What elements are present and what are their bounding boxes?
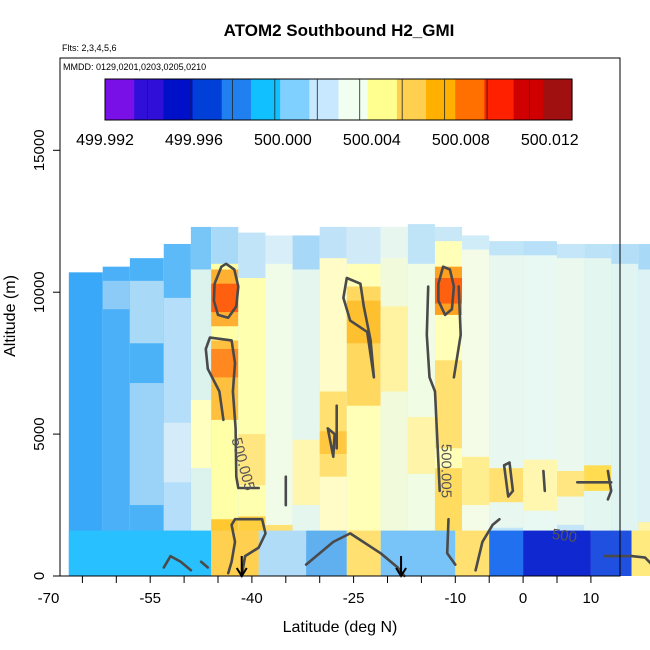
contour-line-13 [452, 285, 462, 379]
data-cell-7-0 [265, 263, 293, 554]
colorbar-tick-label-1: 499.996 [165, 132, 223, 149]
contour-line-2 [206, 367, 225, 422]
bottom-cell-10 [631, 530, 650, 576]
data-column-1 [102, 266, 130, 576]
colorbar-tick-label-4: 500.008 [432, 132, 490, 149]
colorbar-swatch-14 [513, 79, 544, 120]
bottom-cell-9 [590, 530, 632, 576]
data-cell-13-2 [434, 360, 463, 449]
data-cell-2-0 [129, 383, 164, 506]
x-tick-label-4: -10 [444, 590, 466, 607]
bottom-cell-2 [258, 530, 307, 576]
data-cell-17-1 [557, 470, 585, 497]
colorbar-swatch-15 [542, 79, 573, 120]
contour-line-12 [425, 285, 441, 493]
colorbar-tick-label-2: 500.000 [254, 132, 312, 149]
colorbar-swatch-2 [163, 79, 194, 120]
contour-line-6 [199, 560, 210, 569]
y-axis-label: Altitude (m) [2, 275, 19, 357]
x-tick-label-0: -70 [38, 590, 60, 607]
contour-line-7 [342, 276, 376, 379]
axes: -70-55-40-25-100102030405060708005000100… [31, 129, 600, 607]
data-cell-4-1 [190, 400, 212, 469]
data-cell-18-1 [584, 465, 612, 491]
data-cell-12-0 [407, 263, 435, 542]
data-cell-12-1 [407, 417, 435, 474]
colorbar-swatch-0 [105, 79, 135, 120]
data-cell-1-0 [102, 280, 130, 310]
flights-label: Flts: 2,3,4,5,6 [62, 43, 117, 53]
data-cell-8-1 [292, 439, 320, 506]
data-cell-14-1 [462, 456, 490, 506]
contour-line-1 [204, 336, 260, 490]
contour-line-17 [542, 469, 547, 493]
data-cell-3-1 [163, 422, 191, 483]
colorbar-swatch-7 [309, 79, 340, 120]
contour-line-15 [474, 517, 501, 572]
data-cell-16-1 [523, 459, 557, 511]
y-tick-label-1: 5000 [31, 417, 48, 450]
colorbar-swatch-10 [396, 79, 427, 120]
colorbar-swatch-1 [134, 79, 164, 120]
colorbar-swatch-3 [192, 79, 223, 120]
bottom-cell-7 [489, 530, 524, 576]
contour-label-1: 500.005 [438, 444, 455, 498]
y-tick-label-2: 10000 [31, 271, 48, 313]
contour-line-9 [326, 427, 336, 459]
contour-line-16 [502, 461, 515, 498]
colorbar-swatch-6 [280, 79, 310, 120]
data-cell-2-1 [129, 280, 164, 344]
colorbar-swatch-11 [426, 79, 456, 120]
data-cell-11-0 [380, 258, 408, 537]
colorbar-swatch-8 [338, 79, 369, 120]
data-cell-3-0 [163, 297, 191, 542]
colorbar: 499.992 499.996 500.000 500.004 500.008 500.0… [76, 78, 579, 149]
contour-line-19 [606, 469, 613, 501]
bottom-cell-4 [346, 530, 381, 576]
data-cell-6-2 [238, 434, 266, 486]
contour-label-2: 500 [551, 526, 578, 546]
y-tick-label-0: 0 [31, 572, 48, 580]
contour-line-10 [304, 532, 406, 578]
chart-title: ATOM2 Southbound H2_GMI [224, 21, 455, 40]
bottom-cell-5 [380, 530, 456, 576]
colorbar-swatch-12 [455, 79, 486, 120]
contour-line-11 [437, 265, 456, 317]
colorbar-tick-label-3: 500.004 [343, 132, 401, 149]
colorbar-tick-label-0: 499.992 [76, 132, 134, 149]
colorbar-frame [104, 78, 573, 121]
x-tick-label-6: 10 [583, 590, 600, 607]
plot-frame [59, 57, 621, 577]
colorbar-swatch-13 [484, 79, 515, 120]
contour-line-0 [212, 262, 240, 319]
x-tick-label-5: 0 [519, 590, 527, 607]
y-tick-label-3: 15000 [31, 129, 48, 171]
contour-line-4 [226, 517, 267, 578]
colorbar-swatch-5 [250, 79, 281, 120]
colorbar-swatch-9 [367, 79, 398, 120]
contour-lines [162, 262, 650, 578]
x-axis-label: Latitude (deg N) [283, 619, 398, 636]
x-tick-label-2: -40 [241, 590, 263, 607]
contour-line-5 [162, 554, 193, 572]
data-cell-11-1 [380, 306, 408, 392]
contour-line-14 [445, 517, 457, 566]
data-column-0 [68, 272, 103, 576]
data-cell-20-0 [638, 269, 650, 523]
data-cell-19-0 [611, 263, 639, 537]
mmdd-label: MMDD: 0129,0201,0203,0205,0210 [63, 62, 206, 72]
bottom-cell-8 [523, 530, 591, 576]
plot-area [68, 224, 650, 577]
data-cell-18-0 [584, 258, 612, 537]
colorbar-tick-label-5: 500.012 [521, 132, 579, 149]
colorbar-swatch-4 [221, 79, 252, 120]
x-tick-label-1: -55 [139, 590, 161, 607]
x-tick-label-3: -25 [343, 590, 365, 607]
contour-line-20 [603, 554, 650, 565]
